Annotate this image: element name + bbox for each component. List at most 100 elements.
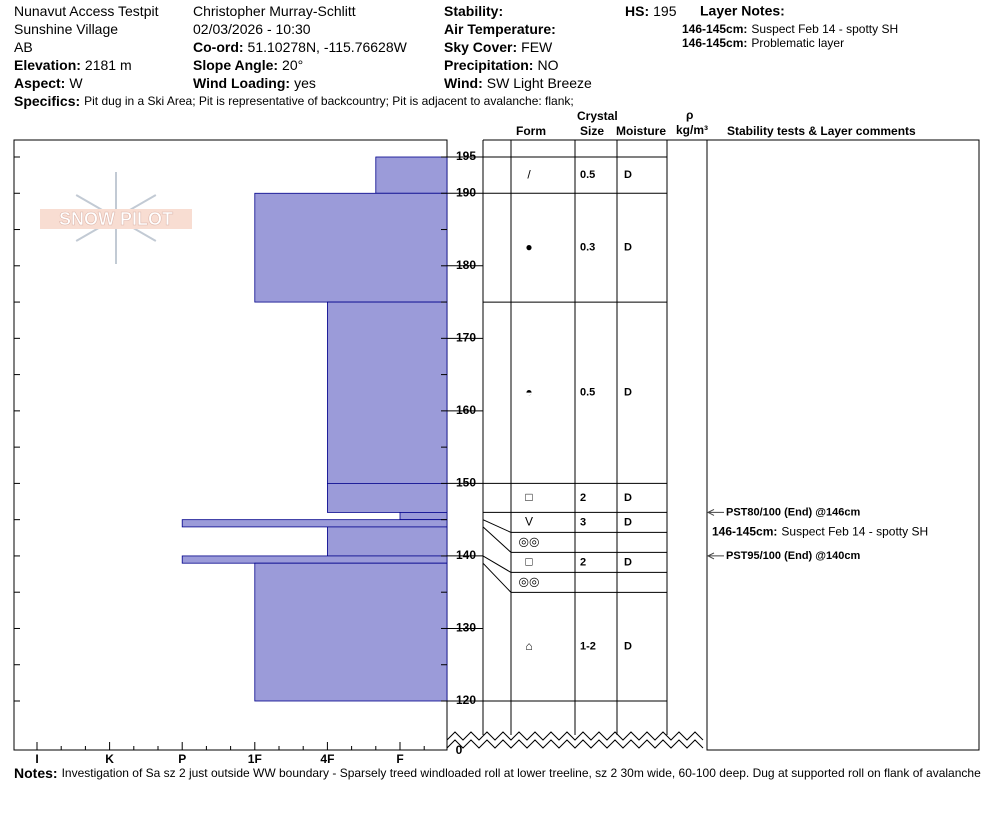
header-field: Precipitation: NO [444, 57, 559, 73]
header-field: Stability: [444, 3, 503, 19]
hardness-tick-label: F [396, 752, 403, 766]
crystal-size: 0.5 [580, 169, 595, 181]
field-value: 195 [653, 3, 677, 19]
column-header: Crystal [577, 109, 618, 123]
field-value: W [69, 75, 83, 91]
crystal-size: 3 [580, 516, 586, 528]
field-value: Suspect Feb 14 - spotty SH [781, 525, 928, 539]
field-label: Aspect: [14, 75, 65, 91]
field-label: HS: [625, 3, 649, 19]
moisture: D [624, 556, 632, 568]
header-field: Elevation: 2181 m [14, 57, 132, 73]
layer-notes-title: Layer Notes: [700, 3, 785, 19]
header-field: Sky Cover: FEW [444, 39, 553, 55]
column-header: Form [516, 124, 546, 138]
layer-connector [482, 526, 512, 553]
column-header: kg/m³ [676, 123, 708, 137]
field-value: 2181 m [85, 57, 132, 73]
field-label: 146-145cm: [682, 22, 747, 36]
field-label: Wind Loading: [193, 75, 290, 91]
field-value: SW Light Breeze [487, 75, 592, 91]
hs: HS: 195 [625, 3, 677, 19]
height-tick-label: 150 [456, 476, 476, 490]
header-field: Sunshine Village [14, 21, 118, 37]
field-label: Co-ord: [193, 39, 244, 55]
crystal-form: V [525, 515, 533, 529]
field-label: Precipitation: [444, 57, 533, 73]
field-label: Notes: [14, 765, 58, 781]
height-tick-label: 130 [456, 621, 476, 635]
field-value: Sunshine Village [14, 21, 118, 37]
field-value: Problematic layer [751, 36, 844, 50]
field-label: 146-145cm: [712, 525, 777, 539]
height-tick-label: 120 [456, 693, 476, 707]
column-header: ρ [686, 108, 693, 122]
moisture: D [624, 387, 632, 399]
hardness-bar [181, 555, 448, 564]
field-label: Wind: [444, 75, 483, 91]
field-label: Stability: [444, 3, 503, 19]
test-arrow [706, 552, 724, 560]
field-label: Slope Angle: [193, 57, 278, 73]
height-tick-label: 170 [456, 331, 476, 345]
header-field: Air Temperature: [444, 21, 556, 37]
crystal-form: ◎◎ [519, 575, 540, 589]
hardness-bar [181, 519, 448, 528]
crystal-form: □ [525, 555, 532, 569]
layer-note: 146-145cm: Problematic layer [682, 36, 844, 50]
hardness-bar [399, 512, 448, 521]
field-value: Investigation of Sa sz 2 just outside WW… [62, 766, 982, 780]
field-value: Christopher Murray-Schlitt [193, 3, 356, 19]
layer-connector [482, 562, 512, 593]
height-tick-label: 190 [456, 185, 476, 199]
test-result: PST95/100 (End) @140cm [726, 550, 860, 562]
header-field: Aspect: W [14, 75, 83, 91]
comments-frame [706, 139, 980, 751]
height-tick-label: 140 [456, 548, 476, 562]
hardness-bar [254, 192, 448, 303]
field-label: Specifics: [14, 93, 80, 109]
field-value: yes [294, 75, 316, 91]
field-value: AB [14, 39, 33, 55]
column-header: Stability tests & Layer comments [727, 124, 916, 138]
hardness-bar [375, 156, 448, 194]
axis-break [446, 739, 704, 750]
header-field: Wind: SW Light Breeze [444, 75, 592, 91]
layer-comment: 146-145cm: Suspect Feb 14 - spotty SH [712, 525, 928, 539]
header-field: Wind Loading: yes [193, 75, 316, 91]
crystal-size: 0.3 [580, 242, 595, 254]
logo-text: SNOW PILOT [59, 209, 173, 229]
column-header: Moisture [616, 124, 666, 138]
hardness-bar [254, 562, 448, 702]
header-field: Nunavut Access Testpit [14, 3, 159, 19]
field-label: Sky Cover: [444, 39, 517, 55]
field-value: Pit dug in a Ski Area; Pit is representa… [84, 94, 574, 108]
crystal-size: 2 [580, 492, 586, 504]
height-tick-label: 160 [456, 403, 476, 417]
field-value: 51.10278N, -115.76628W [248, 39, 408, 55]
header-field: AB [14, 39, 33, 55]
hardness-bar [326, 482, 448, 513]
hardness-tick-label: P [178, 752, 186, 766]
field-value: Suspect Feb 14 - spotty SH [751, 22, 898, 36]
test-arrow [706, 508, 724, 516]
specifics: Specifics: Pit dug in a Ski Area; Pit is … [14, 93, 574, 109]
hardness-tick-label: 4F [320, 752, 334, 766]
column-header: Size [580, 124, 604, 138]
field-value: 20° [282, 57, 303, 73]
moisture: D [624, 492, 632, 504]
height-tick-label: 180 [456, 258, 476, 272]
layer-note: 146-145cm: Suspect Feb 14 - spotty SH [682, 22, 898, 36]
hardness-bar [326, 526, 448, 557]
crystal-form: / [527, 167, 531, 181]
field-label: Elevation: [14, 57, 81, 73]
test-result: PST80/100 (End) @146cm [726, 506, 860, 518]
hardness-tick-label: I [35, 752, 38, 766]
crystal-form: ◎◎ [519, 535, 540, 549]
header-field: 02/03/2026 - 10:30 [193, 21, 311, 37]
hardness-bar [326, 301, 448, 484]
field-label: Air Temperature: [444, 21, 556, 37]
crystal-form: ● [525, 240, 532, 254]
crystal-size: 0.5 [580, 387, 595, 399]
crystal-size: 2 [580, 556, 586, 568]
